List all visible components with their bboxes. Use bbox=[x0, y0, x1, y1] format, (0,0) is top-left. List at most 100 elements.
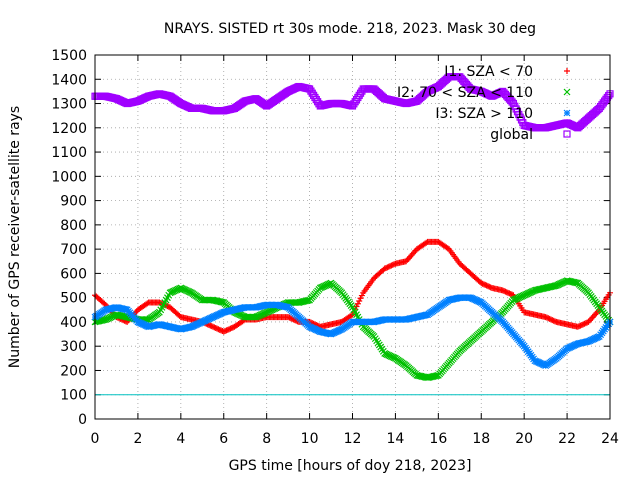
data-point-interp bbox=[503, 289, 510, 296]
y-tick-label: 100 bbox=[60, 388, 87, 404]
data-point-interp bbox=[348, 312, 355, 319]
y-tick-label: 600 bbox=[60, 266, 87, 282]
data-point-interp bbox=[549, 317, 556, 324]
x-tick-label: 6 bbox=[219, 431, 228, 447]
y-tick-label: 800 bbox=[60, 218, 87, 234]
data-point-interp bbox=[547, 316, 554, 323]
data-point-interp bbox=[543, 314, 550, 321]
x-axis: 0 2 4 6 8 10 12 14 16 18 20 22 24 bbox=[91, 55, 619, 447]
data-point-interp bbox=[289, 315, 296, 322]
x-tick-label: 8 bbox=[262, 431, 271, 447]
data-point-interp bbox=[423, 239, 430, 246]
y-tick-label: 1100 bbox=[51, 145, 87, 161]
data-point-interp bbox=[505, 289, 512, 296]
chart-title: NRAYS. SISTED rt 30s mode. 218, 2023. Ma… bbox=[164, 21, 536, 37]
legend-marker bbox=[563, 109, 571, 117]
data-point-interp bbox=[391, 261, 398, 268]
data-point-interp bbox=[212, 325, 219, 331]
data-point-interp bbox=[389, 261, 396, 268]
data-point-interp bbox=[216, 326, 223, 333]
data-point-interp bbox=[484, 283, 491, 290]
data-point-interp bbox=[483, 282, 490, 289]
x-tick-label: 10 bbox=[301, 431, 319, 447]
data-point-interp bbox=[577, 322, 584, 329]
data-point-interp bbox=[550, 317, 557, 324]
data-point-interp bbox=[582, 320, 589, 327]
data-point-interp bbox=[228, 325, 235, 331]
data-point-interp bbox=[207, 322, 214, 329]
data-point-interp bbox=[223, 327, 230, 334]
data-point bbox=[542, 314, 549, 321]
x-tick-label: 22 bbox=[558, 431, 576, 447]
y-tick-label: 1300 bbox=[51, 97, 87, 113]
data-point-interp bbox=[546, 315, 553, 322]
data-point-interp bbox=[218, 327, 225, 334]
y-tick-label: 200 bbox=[60, 363, 87, 379]
data-point-interp bbox=[214, 325, 221, 332]
data-point-interp bbox=[222, 328, 229, 335]
data-point bbox=[285, 314, 292, 321]
x-tick-label: 12 bbox=[344, 431, 362, 447]
data-point-interp bbox=[444, 245, 451, 252]
y-tick-label: 400 bbox=[60, 315, 87, 331]
x-tick-label: 20 bbox=[515, 431, 533, 447]
data-point-interp bbox=[502, 288, 509, 295]
data-point-interp bbox=[215, 326, 222, 333]
legend-marker bbox=[563, 88, 571, 96]
x-tick-label: 14 bbox=[387, 431, 405, 447]
x-tick-label: 4 bbox=[176, 431, 185, 447]
data-point-interp bbox=[227, 325, 234, 332]
data-point-interp bbox=[101, 300, 108, 307]
data-point-interp bbox=[354, 300, 361, 307]
y-tick-label: 1500 bbox=[51, 48, 87, 64]
data-point-interp bbox=[208, 323, 215, 330]
data-point-interp bbox=[353, 303, 360, 310]
x-tick-label: 2 bbox=[133, 431, 142, 447]
data-point-interp bbox=[482, 281, 489, 288]
legend-marker bbox=[564, 68, 570, 74]
y-tick-label: 900 bbox=[60, 194, 87, 210]
legend-label: I3: SZA > 110 bbox=[435, 106, 533, 122]
y-tick-label: 0 bbox=[78, 412, 87, 428]
plot-border bbox=[94, 54, 611, 420]
data-point bbox=[499, 287, 506, 294]
data-point-interp bbox=[507, 291, 514, 298]
series-layer bbox=[91, 73, 614, 382]
y-tick-label: 500 bbox=[60, 291, 87, 307]
series-3 bbox=[91, 294, 614, 370]
data-point-interp bbox=[384, 264, 391, 271]
data-point-interp bbox=[580, 321, 587, 328]
data-point-interp bbox=[358, 292, 365, 299]
data-point-interp bbox=[157, 300, 164, 307]
data-point-interp bbox=[605, 92, 613, 100]
data-point-interp bbox=[226, 326, 233, 333]
data-point-interp bbox=[479, 280, 486, 287]
y-tick-label: 1200 bbox=[51, 121, 87, 137]
data-point-interp bbox=[383, 264, 390, 271]
data-point bbox=[478, 280, 485, 287]
data-point-interp bbox=[576, 323, 583, 330]
y-axis-label: Number of GPS receiver-satellite rays bbox=[7, 106, 23, 368]
x-tick-label: 0 bbox=[91, 431, 100, 447]
y-axis: 0 100 200 300 400 500 600 700 800 900 1000 1100 1200… bbox=[51, 48, 610, 428]
data-point bbox=[381, 265, 388, 272]
data-point-interp bbox=[388, 262, 395, 269]
data-point-interp bbox=[144, 300, 151, 307]
y-tick-label: 1000 bbox=[51, 169, 87, 185]
data-point-interp bbox=[387, 263, 394, 270]
data-point-interp bbox=[501, 287, 508, 294]
x-tick-label: 16 bbox=[429, 431, 447, 447]
x-tick-label: 18 bbox=[472, 431, 490, 447]
data-point bbox=[574, 323, 581, 330]
data-point-interp bbox=[385, 263, 392, 270]
data-point-interp bbox=[286, 314, 293, 321]
data-point-interp bbox=[480, 281, 487, 288]
data-point-interp bbox=[506, 290, 513, 297]
data-point-interp bbox=[211, 324, 218, 331]
data-point bbox=[210, 323, 217, 330]
y-tick-label: 300 bbox=[60, 339, 87, 355]
legend-marker bbox=[563, 130, 571, 138]
data-point-interp bbox=[224, 326, 231, 333]
y-tick-label: 700 bbox=[60, 242, 87, 258]
